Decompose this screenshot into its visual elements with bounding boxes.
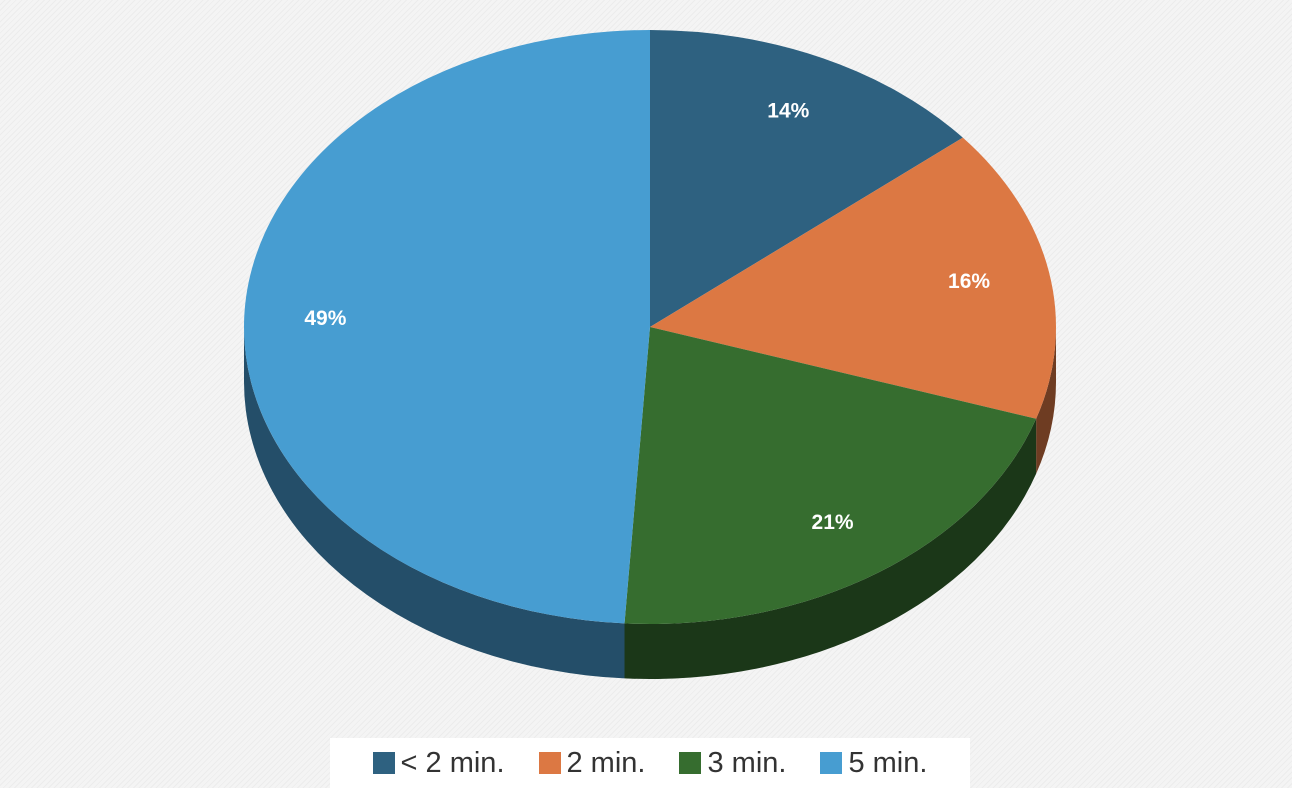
legend-swatch	[372, 752, 395, 774]
slice-side	[1036, 327, 1056, 474]
data-label: 21%	[812, 511, 854, 534]
legend-swatch	[679, 752, 702, 774]
data-label: 49%	[304, 307, 346, 330]
slice	[650, 30, 963, 327]
legend-swatch	[538, 752, 561, 774]
chart: 14% 16% 21% 49%	[244, 30, 1056, 679]
data-label: 16%	[948, 270, 990, 293]
legend-item: 5 min.	[820, 747, 927, 780]
legend-label: < 2 min.	[400, 746, 505, 779]
slice-side	[624, 418, 1037, 679]
slice	[650, 137, 1056, 419]
legend-swatch	[820, 752, 843, 774]
legend-item: < 2 min.	[372, 746, 505, 780]
legend-label: 2 min.	[566, 746, 646, 779]
slice	[624, 327, 1037, 624]
slice-side	[244, 327, 625, 679]
legend: < 2 min. 2 min. 3 min. 5 min.	[330, 738, 970, 788]
legend-label: 5 min.	[848, 746, 928, 779]
legend-item: 3 min.	[679, 747, 786, 780]
data-label: 14%	[767, 100, 809, 123]
legend-item: 2 min.	[538, 746, 646, 780]
legend-label: 3 min.	[707, 746, 787, 779]
slice	[244, 30, 650, 624]
